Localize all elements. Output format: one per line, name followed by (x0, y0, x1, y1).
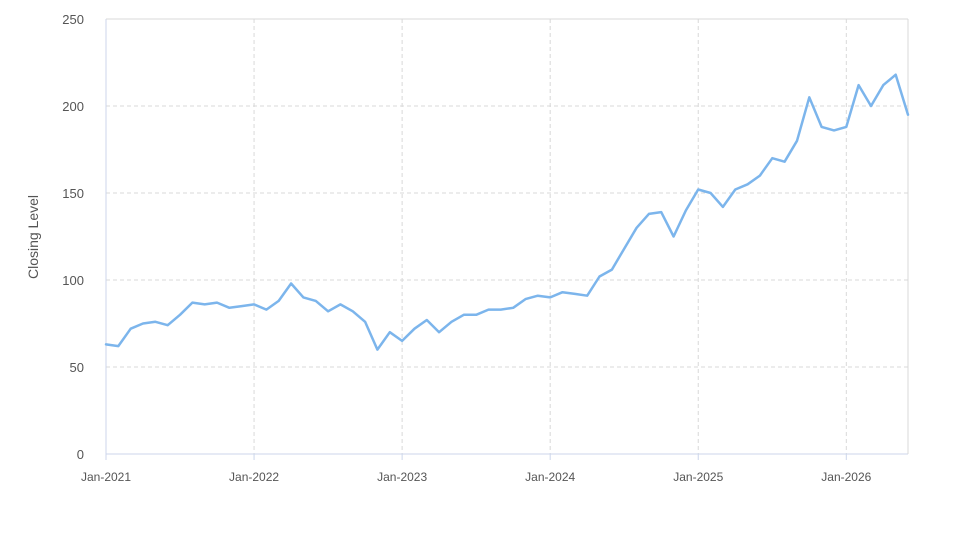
x-tick-label: Jan-2026 (821, 470, 871, 484)
y-tick-label: 0 (77, 447, 84, 462)
x-tick-label: Jan-2021 (81, 470, 131, 484)
y-tick-label: 200 (62, 99, 84, 114)
tick-labels: 0 50 100 150 200 250 Jan-2021 Jan-2022 Jan-2023 J… (62, 12, 871, 484)
x-tick-label: Jan-2022 (229, 470, 279, 484)
x-tick-label: Jan-2023 (377, 470, 427, 484)
y-tick-label: 150 (62, 186, 84, 201)
y-axis-title: Closing Level (25, 195, 41, 279)
y-tick-label: 100 (62, 273, 84, 288)
axes (105, 18, 909, 460)
series-line (104, 73, 910, 351)
x-tick-label: Jan-2024 (525, 470, 575, 484)
gridlines (106, 18, 908, 454)
series-layer (104, 73, 910, 351)
y-tick-label: 50 (70, 360, 84, 375)
y-tick-label: 250 (62, 12, 84, 27)
x-tick-label: Jan-2025 (673, 470, 723, 484)
